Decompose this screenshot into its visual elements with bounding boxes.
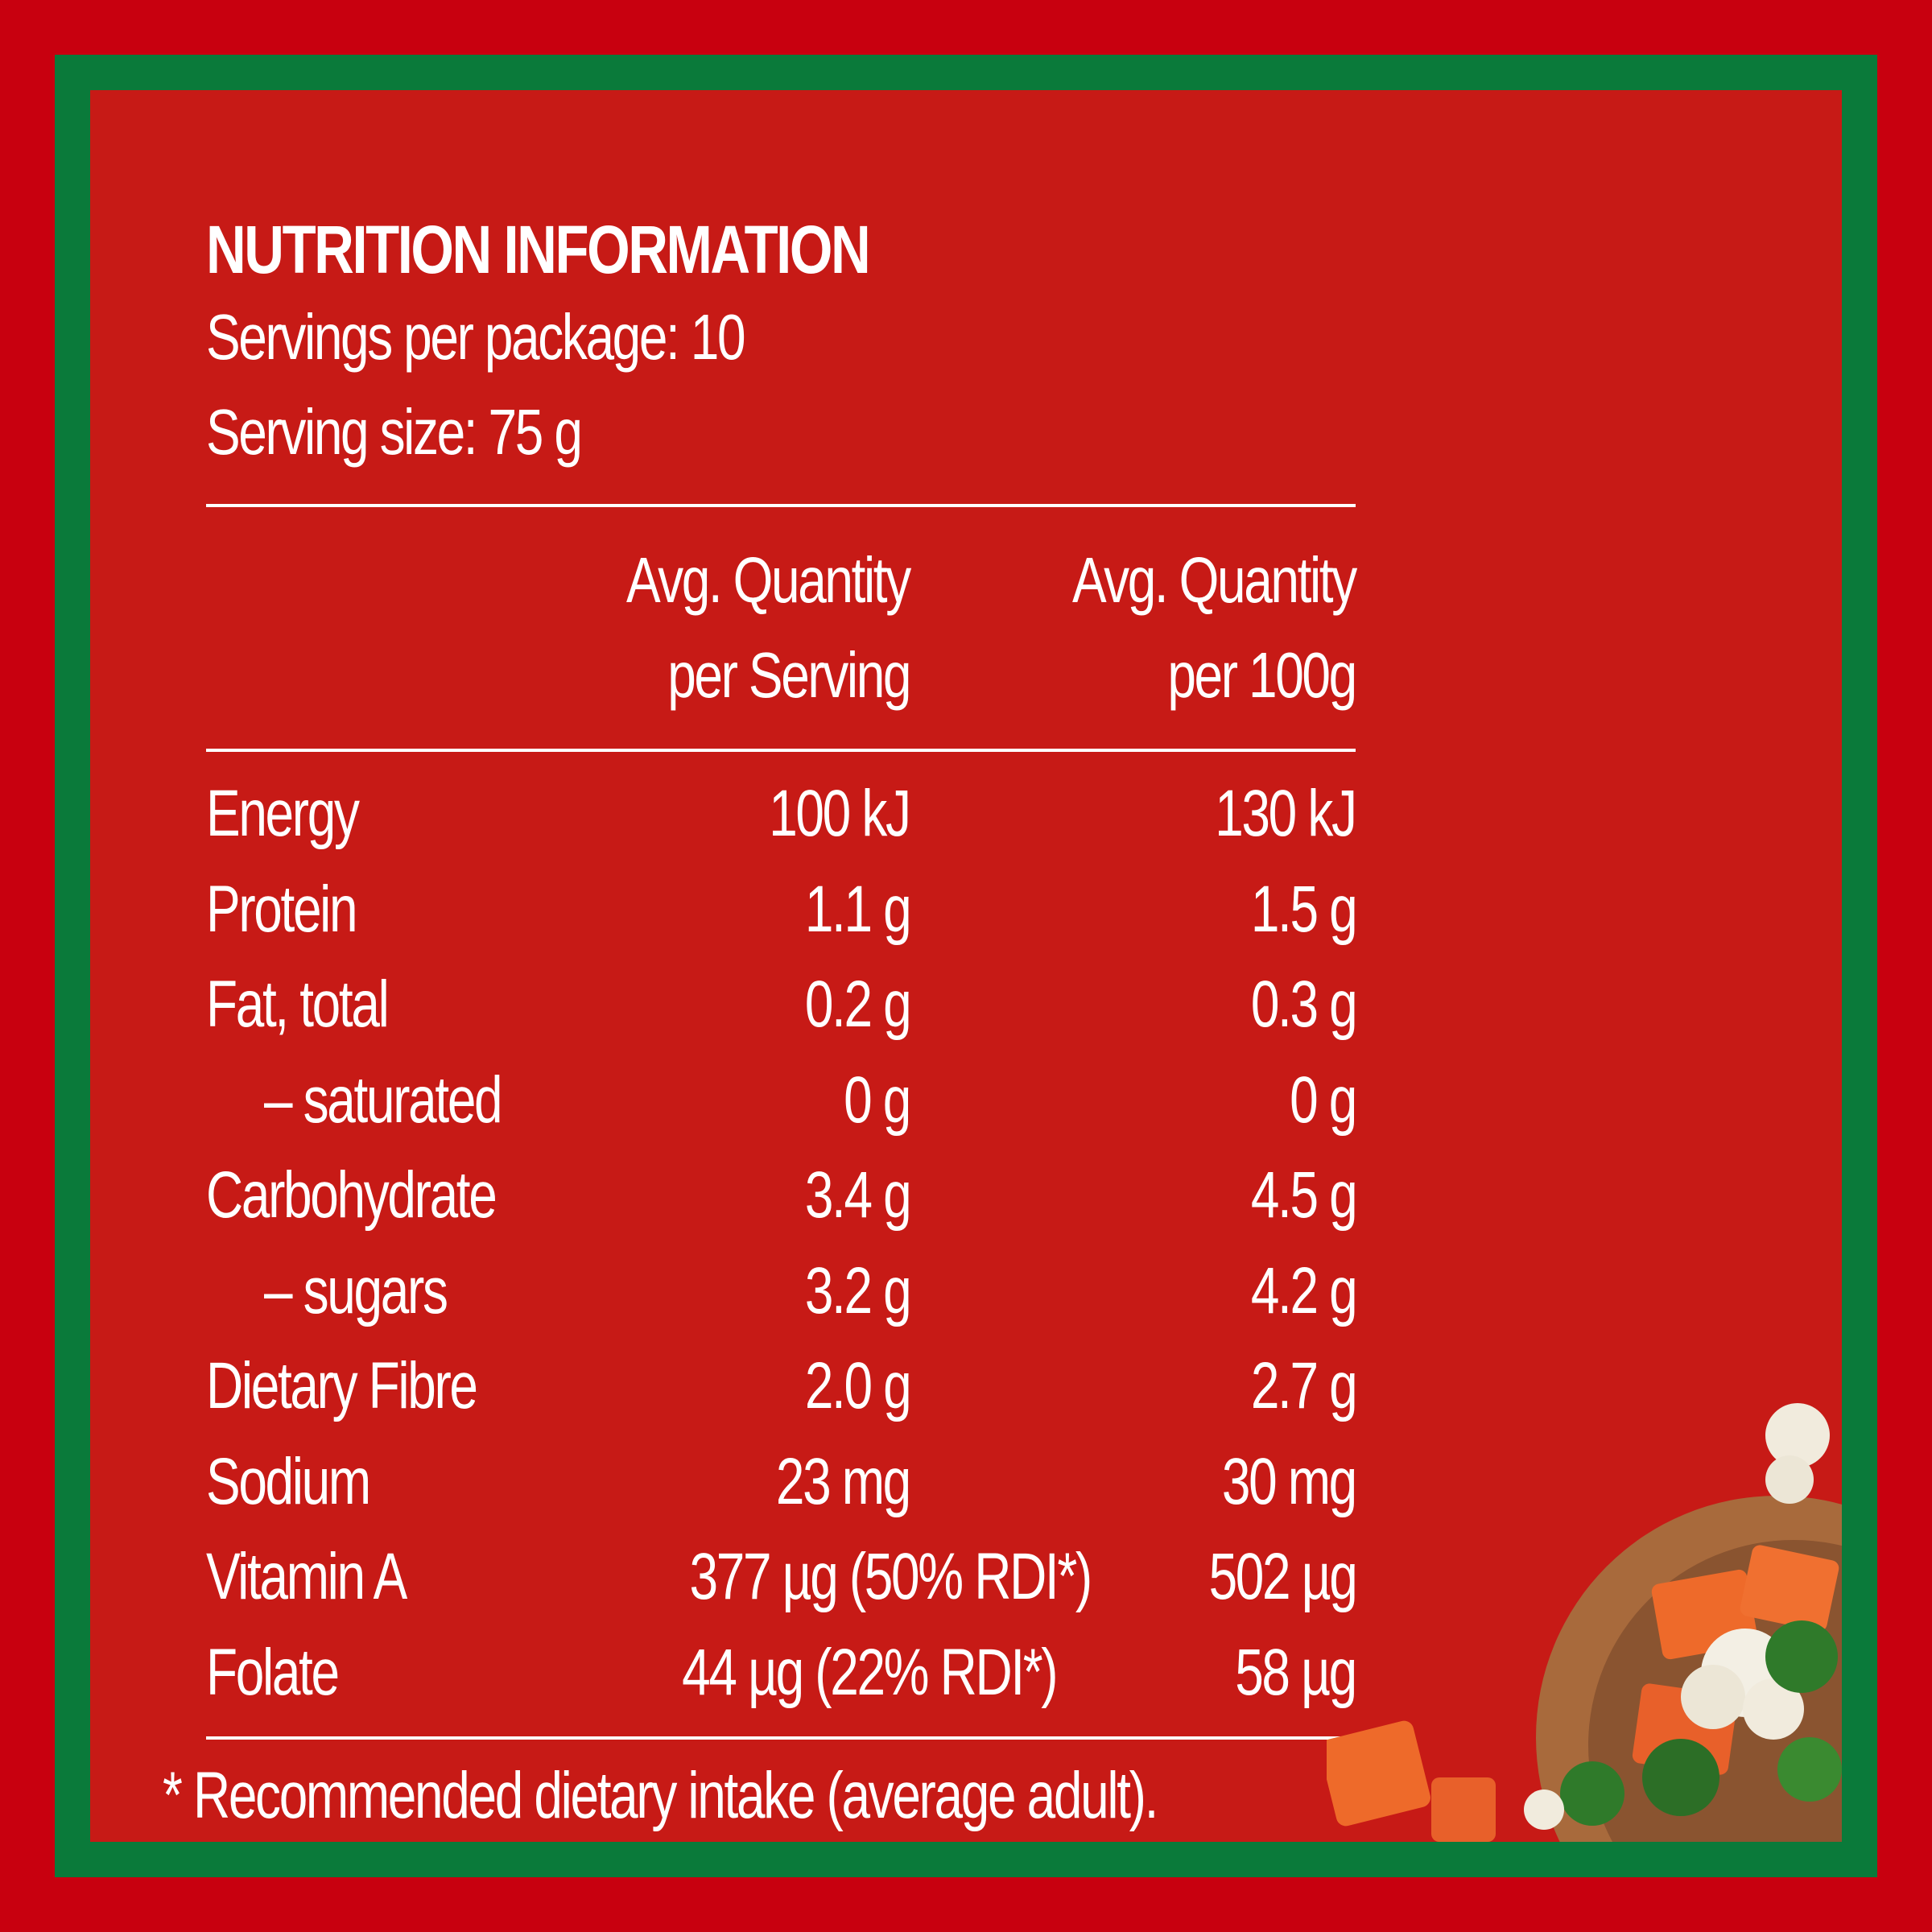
column-header-per-serving: Avg. Quantity per Serving [626,544,911,711]
table-row: – sugars 3.2 g 4.2 g [206,1244,1357,1340]
nutrient-label: Protein [206,872,358,946]
vegetable-bowl-image [1327,1403,1842,1842]
per-100g-value: 502 µg [1208,1540,1357,1614]
per-serving-value: 1.1 g [804,872,911,946]
per-serving-value: 3.4 g [804,1158,911,1232]
footnote: * Recommended dietary intake (average ad… [163,1759,1158,1832]
nutrient-label: Carbohydrate [206,1158,497,1232]
per-100g-value: 0.3 g [1250,968,1357,1042]
nutrient-label: – saturated [264,1063,503,1137]
per-100g-value: 2.7 g [1250,1349,1357,1423]
per-100g-value: 4.2 g [1250,1253,1357,1327]
table-row: Protein 1.1 g 1.5 g [206,862,1357,958]
table-row: Carbohydrate 3.4 g 4.5 g [206,1148,1357,1244]
per-100g-value: 1.5 g [1250,872,1357,946]
divider-top [206,504,1356,507]
divider-header [206,749,1356,752]
table-row: Folate 44 µg (22% RDI*) 58 µg [206,1625,1357,1721]
nutrient-rows: Energy 100 kJ 130 kJ Protein 1.1 g 1.5 g… [206,766,1358,1721]
per-100g-value: 58 µg [1235,1635,1357,1709]
nutrient-label: Energy [206,777,360,851]
table-row: Fat, total 0.2 g 0.3 g [206,957,1357,1053]
per-serving-value: 0.2 g [804,968,911,1042]
nutrient-label: Sodium [206,1444,371,1518]
nutrition-title: NUTRITION INFORMATION [206,212,871,287]
nutrient-label: Fat, total [206,968,390,1042]
per-serving-value: 100 kJ [769,777,912,851]
divider-bottom [206,1736,1356,1740]
nutrient-label: Dietary Fibre [206,1349,478,1423]
table-row: Dietary Fibre 2.0 g 2.7 g [206,1339,1357,1435]
per-100g-value: 130 kJ [1215,777,1358,851]
column-headers: Avg. Quantity per Serving Avg. Quantity … [206,507,1357,749]
serving-size: Serving size: 75 g [206,396,583,468]
nutrition-panel: NUTRITION INFORMATION Servings per packa… [90,90,1842,1842]
per-100g-value: 4.5 g [1250,1158,1357,1232]
nutrition-content: NUTRITION INFORMATION Servings per packa… [163,122,1358,1842]
table-row: Sodium 23 mg 30 mg [206,1435,1357,1530]
nutrient-label: Folate [206,1635,340,1709]
per-serving-value: 3.2 g [804,1253,911,1327]
per-serving-value: 377 µg (50% RDI*) [689,1540,1093,1614]
per-serving-value: 23 mg [775,1444,911,1518]
table-row: Energy 100 kJ 130 kJ [206,766,1358,862]
per-serving-value: 44 µg (22% RDI*) [682,1635,1058,1709]
table-row: – saturated 0 g 0 g [206,1053,1357,1149]
per-serving-value: 2.0 g [804,1349,911,1423]
per-serving-value: 0 g [844,1063,911,1137]
per-100g-value: 30 mg [1221,1444,1357,1518]
servings-per-package: Servings per package: 10 [206,301,746,373]
nutrient-label: Vitamin A [206,1540,407,1614]
nutrient-label: – sugars [264,1253,448,1327]
per-100g-value: 0 g [1290,1063,1357,1137]
table-row: Vitamin A 377 µg (50% RDI*) 502 µg [206,1530,1357,1625]
column-header-per-100g: Avg. Quantity per 100g [1072,544,1357,711]
